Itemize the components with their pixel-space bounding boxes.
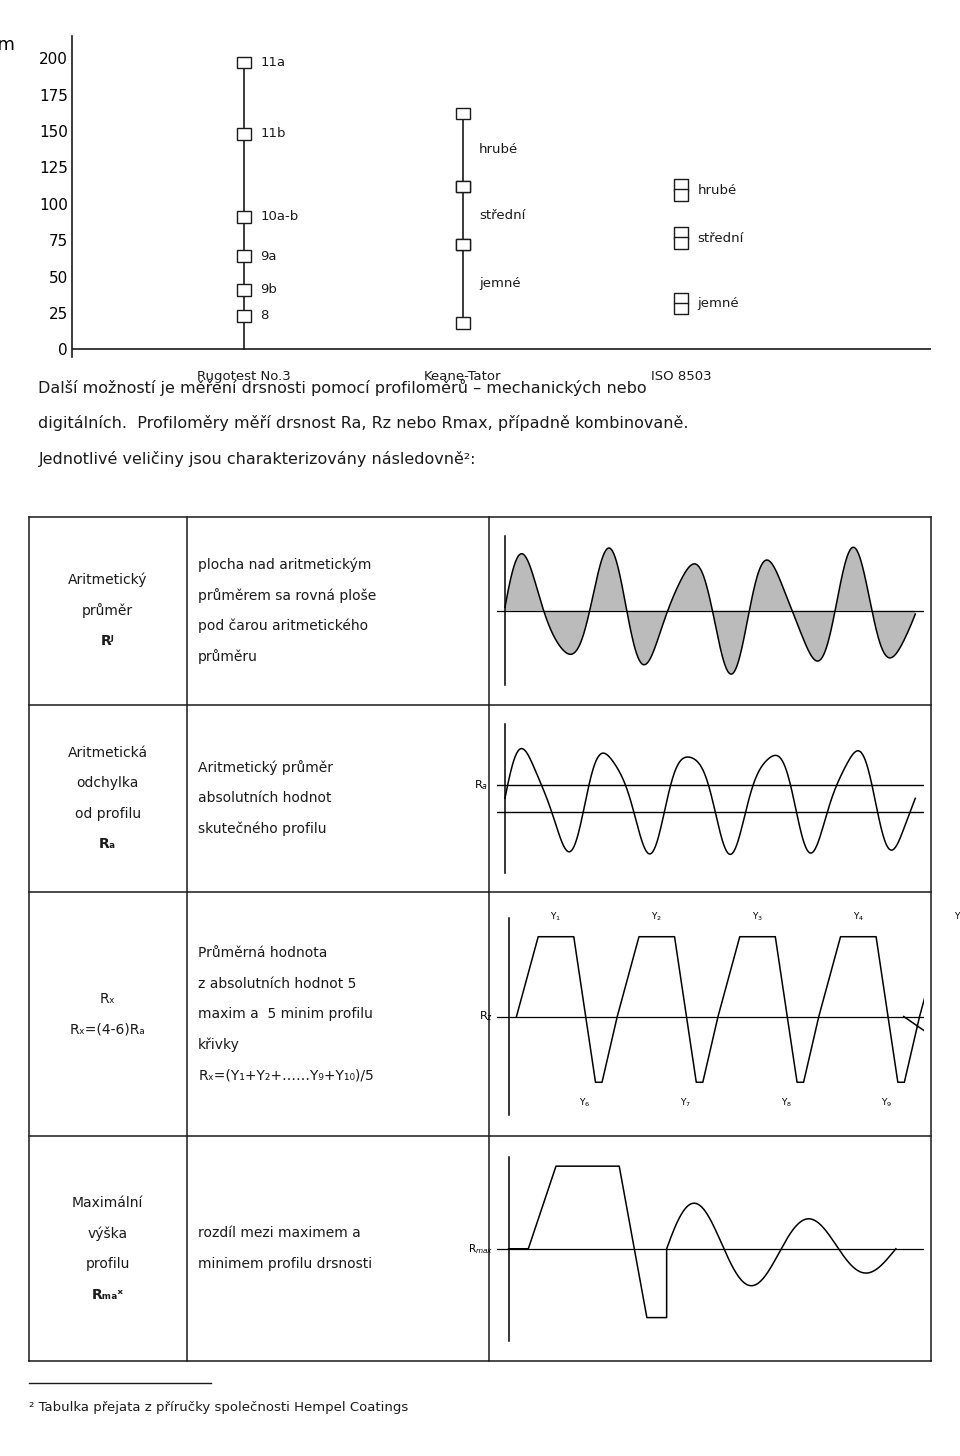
Text: profilu: profilu <box>85 1257 130 1271</box>
Text: Y$_1$: Y$_1$ <box>550 910 562 923</box>
Text: Y$_4$: Y$_4$ <box>852 910 864 923</box>
Text: Průměrná hodnota: Průměrná hodnota <box>198 946 327 960</box>
FancyBboxPatch shape <box>237 211 251 223</box>
FancyBboxPatch shape <box>455 181 469 192</box>
Text: 8: 8 <box>260 310 269 322</box>
Text: Rₐ: Rₐ <box>99 837 116 852</box>
Text: střední: střední <box>698 232 744 245</box>
Text: hrubé: hrubé <box>698 183 737 197</box>
Text: Maximální: Maximální <box>72 1195 143 1210</box>
Text: Další možností je měření drsnosti pomocí profiloměrů – mechanických nebo: Další možností je měření drsnosti pomocí… <box>38 379 647 396</box>
Text: Rₓ=(Y₁+Y₂+……Y₉+Y₁₀)/5: Rₓ=(Y₁+Y₂+……Y₉+Y₁₀)/5 <box>198 1069 374 1082</box>
FancyBboxPatch shape <box>237 57 251 68</box>
Text: 9b: 9b <box>260 284 277 296</box>
Text: Y$_2$: Y$_2$ <box>651 910 662 923</box>
Text: hrubé: hrubé <box>479 144 518 156</box>
Text: průměrem sa rovná ploše: průměrem sa rovná ploše <box>198 588 376 603</box>
Text: 11b: 11b <box>260 128 286 140</box>
Text: Y$_9$: Y$_9$ <box>881 1096 893 1109</box>
Text: Rugotest No.3: Rugotest No.3 <box>197 370 291 383</box>
Text: Jednotlivé veličiny jsou charakterizovány následovně²:: Jednotlivé veličiny jsou charakterizován… <box>38 451 476 467</box>
Text: 11a: 11a <box>260 57 285 68</box>
Text: Aritmetický: Aritmetický <box>68 572 148 587</box>
FancyBboxPatch shape <box>674 293 688 304</box>
Text: 10a-b: 10a-b <box>260 211 299 223</box>
Text: digitálních.  Profiloměry měří drsnost Ra, Rz nebo Rmax, případně kombinovaně.: digitálních. Profiloměry měří drsnost Ra… <box>38 415 689 431</box>
FancyBboxPatch shape <box>674 179 688 191</box>
FancyBboxPatch shape <box>455 317 469 329</box>
FancyBboxPatch shape <box>674 227 688 239</box>
Text: 9a: 9a <box>260 250 276 262</box>
Text: Rₓ=(4-6)Rₐ: Rₓ=(4-6)Rₐ <box>70 1022 146 1037</box>
Text: skutečného profilu: skutečného profilu <box>198 821 326 836</box>
FancyBboxPatch shape <box>237 250 251 262</box>
Text: z absolutních hodnot 5: z absolutních hodnot 5 <box>198 977 356 990</box>
Text: μm: μm <box>0 36 15 54</box>
FancyBboxPatch shape <box>455 181 469 192</box>
Text: maxim a  5 minim profilu: maxim a 5 minim profilu <box>198 1008 373 1021</box>
Text: absolutních hodnot: absolutních hodnot <box>198 792 332 805</box>
FancyBboxPatch shape <box>455 108 469 119</box>
Text: od profilu: od profilu <box>75 807 141 821</box>
Text: pod čarou aritmetického: pod čarou aritmetického <box>198 619 369 633</box>
Text: plocha nad aritmetickým: plocha nad aritmetickým <box>198 558 372 572</box>
Text: minimem profilu drsnosti: minimem profilu drsnosti <box>198 1257 372 1271</box>
FancyBboxPatch shape <box>674 189 688 201</box>
Text: R$_a$: R$_a$ <box>474 778 489 792</box>
Text: odchylka: odchylka <box>77 776 139 791</box>
FancyBboxPatch shape <box>455 239 469 250</box>
Text: ISO 8503: ISO 8503 <box>651 370 711 383</box>
Text: Y$_3$: Y$_3$ <box>752 910 763 923</box>
Text: průměr: průměr <box>83 603 133 619</box>
FancyBboxPatch shape <box>674 237 688 249</box>
Text: Aritmetická: Aritmetická <box>68 745 148 760</box>
Text: Keane-Tator: Keane-Tator <box>423 370 501 383</box>
Text: Aritmetický průměr: Aritmetický průměr <box>198 760 333 775</box>
FancyBboxPatch shape <box>455 239 469 250</box>
Text: R$_z$: R$_z$ <box>479 1009 492 1024</box>
Text: průměru: průměru <box>198 649 258 664</box>
Text: jemné: jemné <box>479 278 520 290</box>
FancyBboxPatch shape <box>237 310 251 322</box>
Text: Rᴶ: Rᴶ <box>101 635 114 648</box>
Text: ² Tabulka přejata z příručky společnosti Hempel Coatings: ² Tabulka přejata z příručky společnosti… <box>29 1401 408 1414</box>
Text: křivky: křivky <box>198 1038 240 1053</box>
Text: R$_{max}$: R$_{max}$ <box>468 1242 492 1255</box>
Text: Rₘₐˣ: Rₘₐˣ <box>92 1287 124 1302</box>
Text: Y$_6$: Y$_6$ <box>579 1096 590 1109</box>
Text: Y$_5$: Y$_5$ <box>953 910 960 923</box>
Text: Y$_8$: Y$_8$ <box>780 1096 792 1109</box>
Text: střední: střední <box>479 210 525 221</box>
Text: jemné: jemné <box>698 297 739 310</box>
FancyBboxPatch shape <box>674 303 688 314</box>
FancyBboxPatch shape <box>237 284 251 296</box>
Text: Y$_7$: Y$_7$ <box>680 1096 691 1109</box>
Text: Rₓ: Rₓ <box>100 992 115 1006</box>
FancyBboxPatch shape <box>237 128 251 140</box>
Text: rozdíl mezi maximem a: rozdíl mezi maximem a <box>198 1226 361 1241</box>
Text: výška: výška <box>87 1226 128 1241</box>
